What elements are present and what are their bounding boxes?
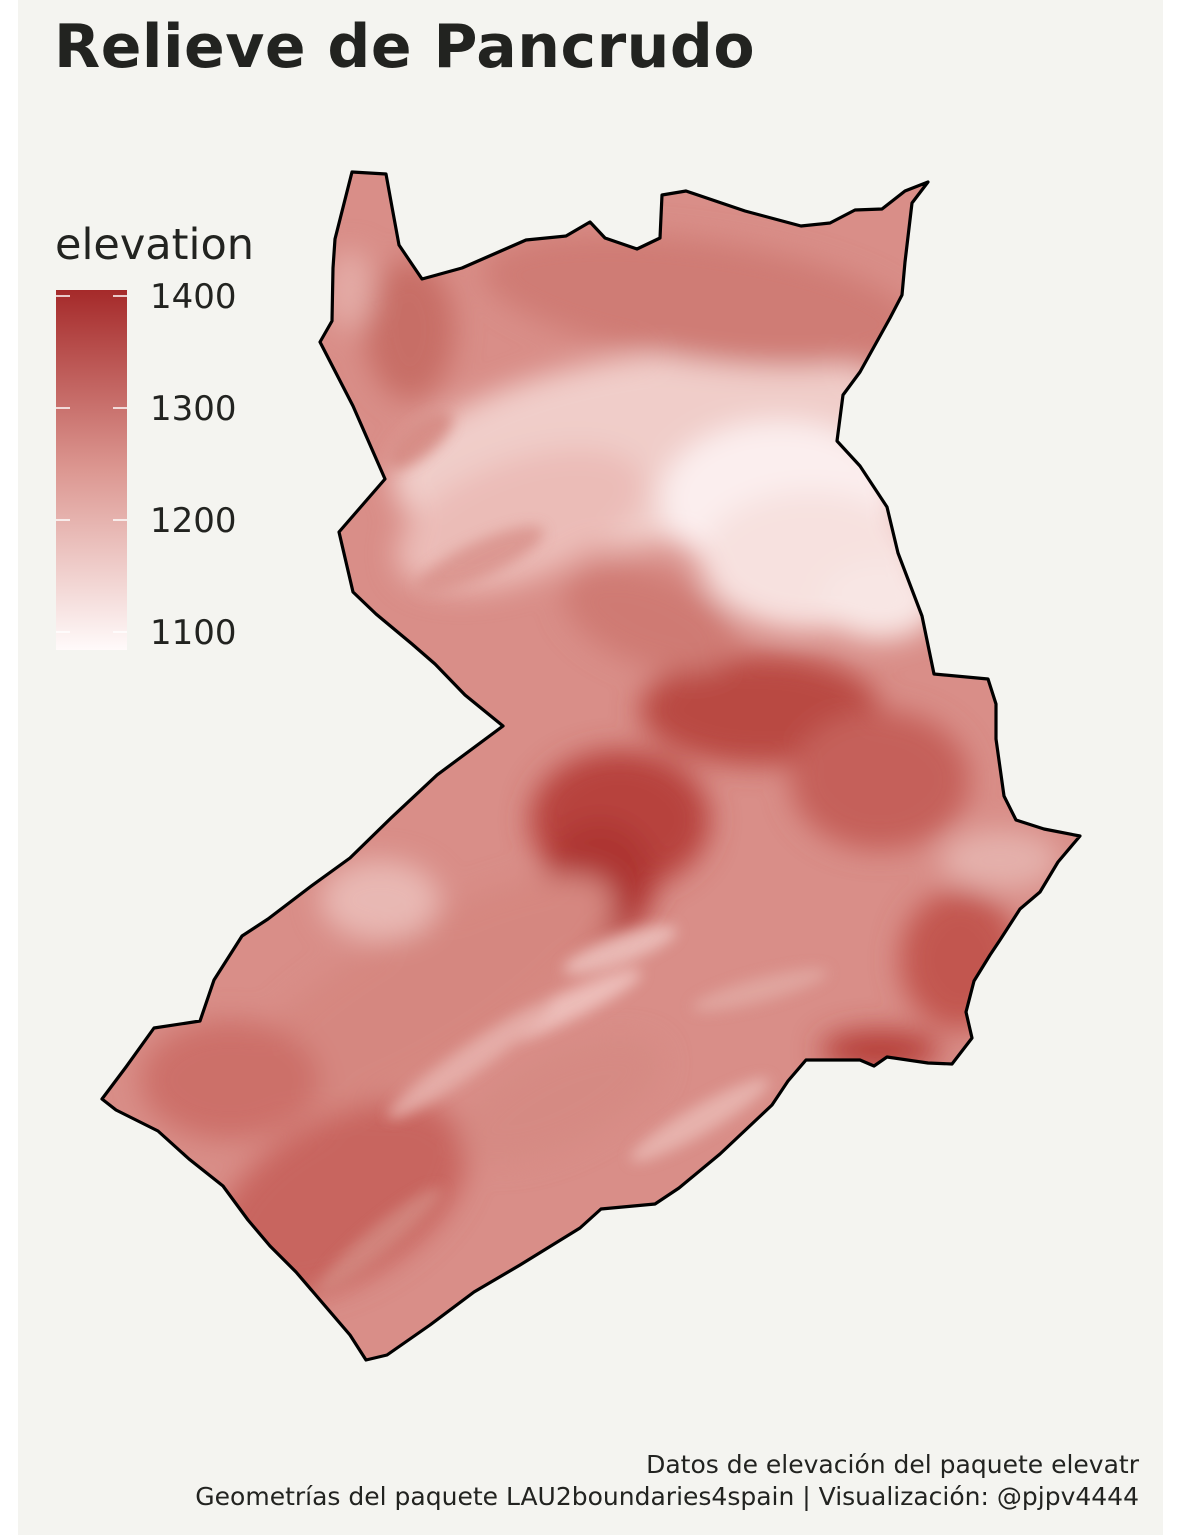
legend-label-1200: 1200: [150, 501, 237, 541]
legend-label-1100: 1100: [150, 613, 237, 653]
legend-ticks: [56, 295, 127, 633]
legend-colorbar: [56, 290, 127, 650]
caption-line-2: Geometrías del paquete LAU2boundaries4sp…: [195, 1482, 1139, 1511]
legend-title: elevation: [55, 220, 255, 270]
caption-line-1: Datos de elevación del paquete elevatr: [646, 1450, 1139, 1479]
map-title: Relieve de Pancrudo: [54, 12, 756, 82]
elevation-raster: [102, 172, 1080, 1360]
legend-label-1300: 1300: [150, 389, 237, 429]
legend-label-1400: 1400: [150, 277, 237, 317]
